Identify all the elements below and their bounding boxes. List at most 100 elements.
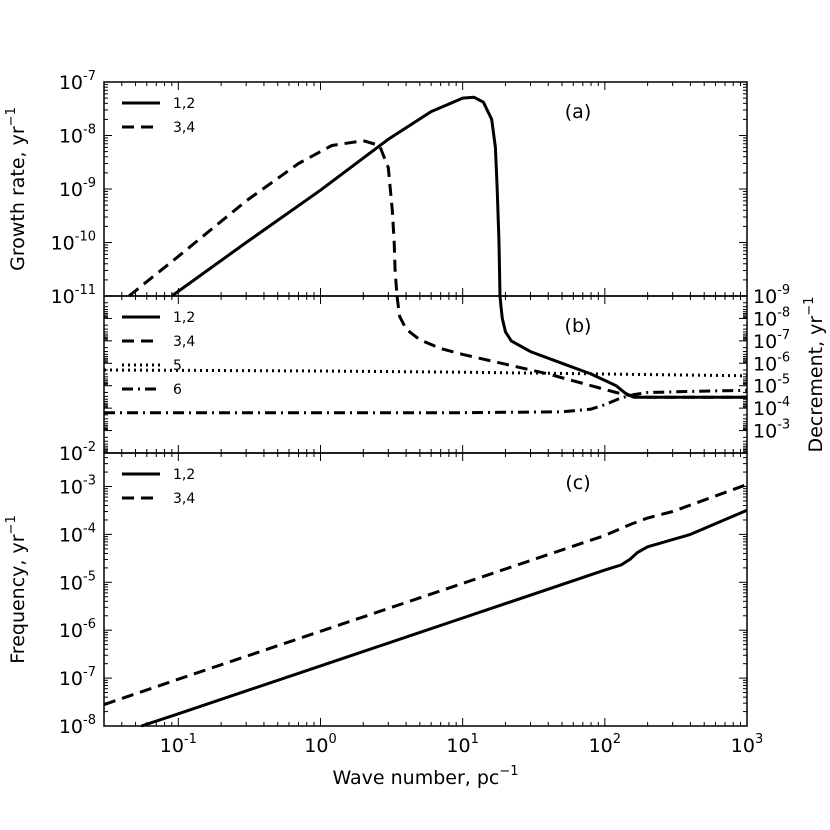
- y-axis-label-c: Frequency, yr−1: [4, 515, 29, 663]
- x-tick-label-2: 101: [446, 732, 478, 757]
- y-tick-label-a-4: 10-7: [59, 69, 96, 94]
- y-tick-label-a-2-base: 10: [59, 179, 83, 201]
- x-axis-label-text: Wave number, pc: [332, 767, 499, 789]
- y-tick-label-c-5-base: 10: [59, 476, 83, 498]
- y-tick-label-c-3-base: 10: [59, 572, 83, 594]
- y-tick-label-b-5-exp: -4: [777, 395, 790, 410]
- y-tick-label-b-left-base: 10: [59, 443, 83, 465]
- panel-label-c: (c): [565, 472, 590, 494]
- y-tick-label-b-4: 10-5: [753, 373, 790, 398]
- x-tick-label-4: 103: [731, 732, 763, 757]
- y-tick-label-c-4-exp: -4: [83, 521, 96, 536]
- y-tick-label-c-0-exp: -8: [83, 713, 96, 728]
- x-tick-label-0-exp: -1: [184, 732, 197, 747]
- y-tick-label-b-left: 10-2: [59, 440, 96, 465]
- x-tick-label-4-base: 10: [731, 735, 755, 757]
- panel-frame-c: [103, 452, 748, 727]
- y-axis-label-sup: −1: [802, 297, 817, 316]
- x-tick-label-2-exp: 1: [471, 732, 479, 747]
- y-tick-label-a-2: 10-9: [59, 176, 96, 201]
- x-tick-label-4-exp: 3: [755, 732, 763, 747]
- panel-a: Growth rate, yr−1 (a) 1,2 3,4: [4, 81, 748, 298]
- y-axis-label-sup: −1: [4, 515, 19, 534]
- y-tick-label-c-1-exp: -7: [83, 665, 96, 680]
- y-tick-label-a-3-exp: -8: [83, 123, 96, 138]
- series-line-a-1: [170, 95, 502, 298]
- y-tick-label-c-3: 10-5: [59, 569, 96, 594]
- x-tick-label-3: 102: [589, 732, 621, 757]
- y-tick-label-c-4: 10-4: [59, 521, 96, 546]
- y-axis-label-text: Growth rate, yr: [7, 126, 29, 271]
- y-axis-label-sup: −1: [4, 107, 19, 126]
- panel-label-a: (a): [565, 101, 591, 123]
- y-tick-label-b-2-base: 10: [753, 331, 777, 353]
- panel-label-b: (b): [565, 315, 592, 337]
- x-axis-label-sup: −1: [499, 764, 518, 779]
- series-line-c-1: [140, 508, 748, 728]
- series-line-b-1: [498, 295, 747, 399]
- y-tick-label-c-3-exp: -5: [83, 569, 96, 584]
- legend-label-a-2: 3,4: [173, 120, 195, 136]
- y-tick-label-b-0-base: 10: [753, 286, 777, 308]
- x-tick-label-1-base: 10: [304, 735, 328, 757]
- legend-label-b-2: 3,4: [173, 334, 195, 350]
- y-tick-label-b-6: 10-3: [753, 418, 790, 443]
- y-tick-label-b-4-base: 10: [753, 376, 777, 398]
- x-tick-label-3-base: 10: [589, 735, 613, 757]
- y-tick-label-b-5-base: 10: [753, 398, 777, 420]
- legend-a: 1,2 3,4: [122, 96, 195, 136]
- y-tick-label-b-3-base: 10: [753, 353, 777, 375]
- legend-label-c-2: 3,4: [173, 491, 195, 507]
- series-line-b-2: [395, 295, 747, 399]
- y-tick-label-a-2-exp: -9: [83, 176, 96, 191]
- x-tick-label-1: 100: [304, 732, 336, 757]
- y-axis-label-text: Frequency, yr: [7, 534, 29, 663]
- y-tick-label-c-2: 10-6: [59, 617, 96, 642]
- y-tick-label-c-5-exp: -3: [83, 473, 96, 488]
- y-axis-label-a: Growth rate, yr−1: [4, 107, 29, 271]
- y-tick-label-b-1: 10-8: [753, 305, 790, 330]
- series-line-a-2: [128, 139, 399, 298]
- y-tick-label-b-2: 10-7: [753, 328, 790, 353]
- y-tick-label-a-1: 10-10: [51, 230, 96, 255]
- legend-label-c-1: 1,2: [173, 467, 195, 483]
- legend-label-b-1: 1,2: [173, 310, 195, 326]
- y-tick-label-a-1-exp: -10: [75, 230, 96, 245]
- y-tick-label-b-6-base: 10: [753, 421, 777, 443]
- y-tick-label-a-4-base: 10: [59, 72, 83, 94]
- y-tick-label-a-0-exp: -11: [75, 283, 96, 298]
- y-tick-label-a-3-base: 10: [59, 126, 83, 148]
- y-tick-label-b-3: 10-6: [753, 350, 790, 375]
- series-line-c-2: [103, 483, 748, 707]
- y-tick-label-b-0: 10-9: [753, 283, 790, 308]
- y-tick-label-b-2-exp: -7: [777, 328, 790, 343]
- y-axis-label-b: Decrement, yr−1: [802, 297, 827, 453]
- series-line-b-4: [104, 388, 748, 415]
- legend-b: 1,2 3,4 5 6: [122, 310, 195, 398]
- x-tick-label-2-base: 10: [446, 735, 470, 757]
- x-axis-label: Wave number, pc−1: [332, 764, 518, 789]
- y-tick-label-b-1-base: 10: [753, 308, 777, 330]
- y-tick-label-a-3: 10-8: [59, 123, 96, 148]
- y-tick-label-b-3-exp: -6: [777, 350, 790, 365]
- y-tick-label-a-0: 10-11: [51, 283, 96, 308]
- y-tick-label-a-1-base: 10: [51, 233, 75, 255]
- series-line-b-3: [103, 368, 748, 378]
- y-tick-label-c-1: 10-7: [59, 665, 96, 690]
- y-tick-label-c-1-base: 10: [59, 668, 83, 690]
- legend-label-b-4: 6: [173, 382, 182, 398]
- y-tick-label-c-0-base: 10: [59, 716, 83, 738]
- x-tick-label-0: 10-1: [160, 732, 197, 757]
- y-tick-label-c-5: 10-3: [59, 473, 96, 498]
- y-tick-label-b-4-exp: -5: [777, 373, 790, 388]
- y-tick-label-c-2-base: 10: [59, 620, 83, 642]
- y-tick-label-b-0-exp: -9: [777, 283, 790, 298]
- y-tick-label-b-1-exp: -8: [777, 305, 790, 320]
- y-tick-label-c-4-base: 10: [59, 524, 83, 546]
- x-tick-label-1-exp: 0: [328, 732, 336, 747]
- y-axis-label-text: Decrement, yr: [805, 316, 827, 453]
- y-tick-label-b-5: 10-4: [753, 395, 790, 420]
- x-tick-label-3-exp: 2: [613, 732, 621, 747]
